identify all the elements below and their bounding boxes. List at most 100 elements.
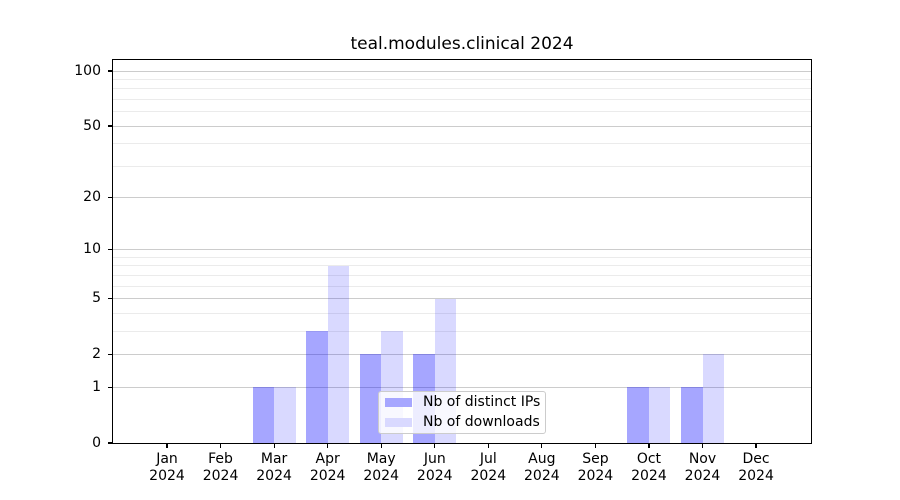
- x-tick-mark: [380, 443, 382, 448]
- y-tick-mark: [108, 297, 113, 300]
- bar-distinct-ips: [359, 354, 382, 443]
- gridline-minor: [113, 285, 811, 287]
- x-tick-year: 2024: [149, 467, 185, 484]
- x-tick-mark: [166, 443, 168, 448]
- x-tick-year: 2024: [631, 467, 667, 484]
- gridline-minor: [113, 98, 811, 100]
- x-tick-year: 2024: [524, 467, 560, 484]
- x-tick-label: Aug 2024: [510, 451, 574, 484]
- gridline-minor: [113, 312, 811, 314]
- y-tick-label: 5: [92, 290, 101, 307]
- x-tick-year: 2024: [416, 467, 453, 484]
- bar-distinct-ips: [681, 387, 703, 443]
- y-tick-label: 100: [74, 62, 101, 79]
- x-tick-month: Jun: [423, 451, 446, 467]
- gridline-major: [113, 125, 811, 127]
- x-tick-month: Apr: [315, 451, 340, 467]
- legend-item-distinct-ips: Nb of distinct IPs: [385, 394, 541, 410]
- bar-downloads: [327, 265, 350, 443]
- x-tick-label: Sep 2024: [563, 451, 627, 484]
- plot-area: 0 1 2 5 10 20 50 100 Jan 2024 Feb 2024 Mar 2024 Apr 202…: [74, 59, 812, 484]
- x-tick-year: 2024: [309, 467, 346, 484]
- gridline-minor: [113, 165, 811, 167]
- x-tick-month: May: [366, 451, 396, 467]
- x-tick-label: Nov 2024: [671, 451, 735, 484]
- gridline-minor: [113, 88, 811, 90]
- x-tick-year: 2024: [363, 467, 399, 484]
- legend: Nb of distinct IPs Nb of downloads: [378, 391, 546, 434]
- y-tick-mark: [108, 386, 113, 388]
- gridline-major: [113, 249, 811, 251]
- x-tick-month: Mar: [260, 451, 288, 467]
- y-tick-mark: [108, 196, 113, 199]
- x-tick-label: Jul 2024: [456, 451, 520, 484]
- y-tick-mark: [108, 442, 113, 444]
- y-tick-label: 10: [83, 241, 101, 258]
- gridline-minor: [113, 256, 811, 258]
- x-tick-label: Oct 2024: [617, 451, 681, 484]
- x-tick-mark: [487, 443, 489, 448]
- x-tick-label: Dec 2024: [724, 451, 788, 484]
- x-tick-mark: [594, 443, 596, 448]
- gridline-minor: [113, 265, 811, 267]
- bar-downloads: [702, 354, 724, 443]
- y-tick-label: 20: [83, 189, 101, 206]
- legend-label-downloads: Nb of downloads: [423, 414, 540, 430]
- gridline-minor: [113, 330, 811, 332]
- y-tick-mark: [108, 249, 113, 251]
- y-tick-label: 0: [92, 434, 101, 451]
- gridline-major: [113, 298, 811, 300]
- x-tick-label: Mar 2024: [242, 451, 306, 484]
- chart-title: teal.modules.clinical 2024: [350, 34, 574, 54]
- legend-item-downloads: Nb of downloads: [385, 414, 540, 430]
- x-tick-label: Apr 2024: [296, 451, 360, 484]
- x-tick-mark: [219, 443, 222, 448]
- bar-downloads: [648, 387, 671, 443]
- x-tick-mark: [273, 443, 275, 448]
- gridline-major: [113, 70, 811, 72]
- y-tick-label: 1: [92, 378, 101, 395]
- gridline-major: [113, 386, 811, 388]
- gridline-major: [113, 197, 811, 199]
- x-tick-label: Jan 2024: [135, 451, 199, 484]
- x-tick-label: Jun 2024: [403, 451, 467, 484]
- y-tick-label: 50: [83, 117, 101, 134]
- x-tick-year: 2024: [256, 467, 292, 484]
- x-tick-month: Oct: [636, 451, 662, 467]
- gridline-minor: [113, 274, 811, 276]
- gridline-minor: [113, 78, 811, 80]
- x-tick-mark: [434, 443, 436, 448]
- legend-swatch-distinct-ips-icon: [385, 398, 412, 407]
- x-tick-mark: [327, 443, 329, 448]
- gridline-minor: [113, 111, 811, 113]
- gridline-minor: [113, 143, 811, 145]
- x-tick-mark: [541, 443, 543, 448]
- legend-label-distinct-ips: Nb of distinct IPs: [423, 394, 541, 410]
- x-tick-year: 2024: [684, 467, 721, 484]
- bar-distinct-ips: [627, 387, 649, 443]
- x-tick-mark: [701, 443, 704, 448]
- legend-swatch-downloads-icon: [385, 418, 412, 427]
- x-tick-month: Jul: [479, 451, 497, 467]
- bar-downloads: [274, 387, 296, 443]
- bar-distinct-ips: [252, 387, 275, 443]
- x-tick-year: 2024: [577, 467, 614, 484]
- y-tick-label: 2: [92, 345, 101, 362]
- y-tick-mark: [108, 125, 113, 127]
- x-tick-label: May 2024: [349, 451, 413, 484]
- x-tick-month: Aug: [528, 451, 556, 467]
- y-tick-mark: [108, 70, 113, 72]
- x-tick-year: 2024: [738, 467, 774, 484]
- y-tick-mark: [108, 353, 113, 356]
- x-tick-month: Sep: [582, 451, 609, 467]
- x-tick-mark: [755, 443, 757, 448]
- x-tick-mark: [648, 443, 650, 448]
- x-tick-month: Feb: [208, 451, 233, 467]
- x-tick-label: Feb 2024: [189, 451, 253, 484]
- x-tick-month: Nov: [688, 451, 717, 467]
- x-tick-year: 2024: [202, 467, 239, 484]
- x-tick-month: Jan: [156, 451, 178, 467]
- bar-distinct-ips: [306, 331, 328, 443]
- x-tick-year: 2024: [470, 467, 507, 484]
